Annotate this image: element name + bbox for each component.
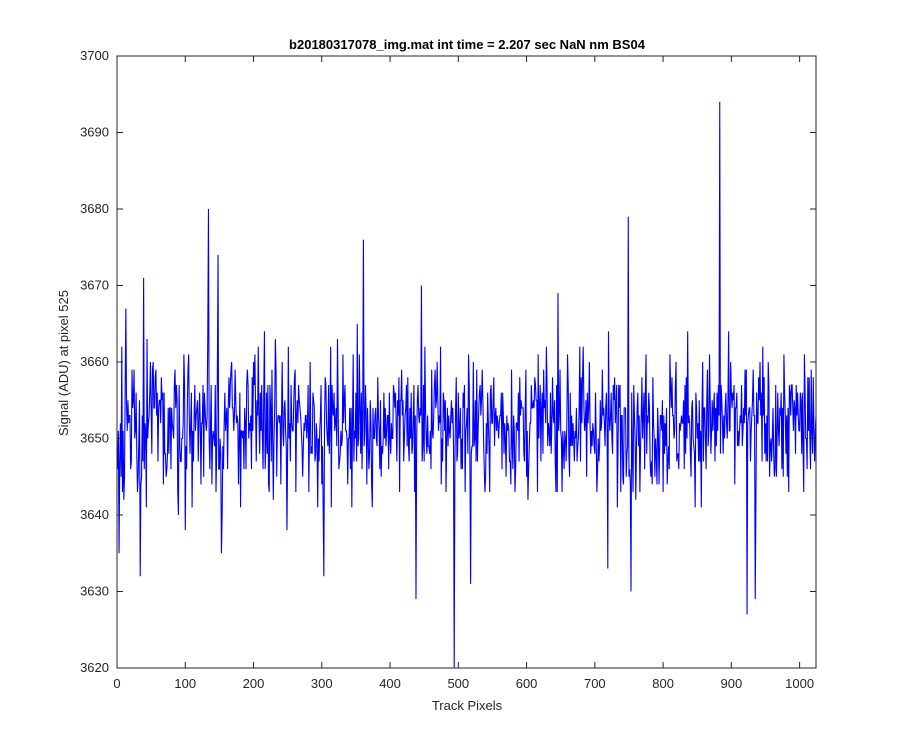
- x-tick-label: 400: [379, 676, 401, 691]
- y-tick-label: 3630: [80, 584, 109, 599]
- y-tick-label: 3650: [80, 431, 109, 446]
- x-axis-label: Track Pixels: [432, 698, 503, 713]
- y-axis-label: Signal (ADU) at pixel 525: [56, 290, 71, 436]
- plot-frame: [116, 55, 817, 669]
- y-tick-label: 3690: [80, 125, 109, 140]
- y-tick-label: 3620: [80, 660, 109, 675]
- y-tick-label: 3660: [80, 354, 109, 369]
- x-tick-label: 200: [243, 676, 265, 691]
- y-tick-label: 3670: [80, 278, 109, 293]
- series-line: [117, 101, 816, 668]
- x-tick-label: 700: [584, 676, 606, 691]
- x-tick-label: 0: [113, 676, 120, 691]
- x-axis: 0 100 200 300 400 500 600 700 800 900 1000: [113, 56, 814, 691]
- x-tick-label: 100: [174, 676, 196, 691]
- y-tick-label: 3680: [80, 201, 109, 216]
- plot-area: [116, 55, 817, 669]
- x-tick-label: 300: [311, 676, 333, 691]
- y-tick-label: 3700: [80, 48, 109, 63]
- y-tick-label: 3640: [80, 507, 109, 522]
- x-tick-label: 500: [447, 676, 469, 691]
- chart-title: b20180317078_img.mat int time = 2.207 se…: [289, 37, 646, 52]
- x-tick-label: 800: [652, 676, 674, 691]
- x-tick-label: 600: [516, 676, 538, 691]
- y-axis: 3620 3630 3640 3650 3660 3670 3680 3690 3700: [80, 48, 816, 675]
- x-tick-label: 900: [721, 676, 743, 691]
- x-tick-label: 1000: [785, 676, 814, 691]
